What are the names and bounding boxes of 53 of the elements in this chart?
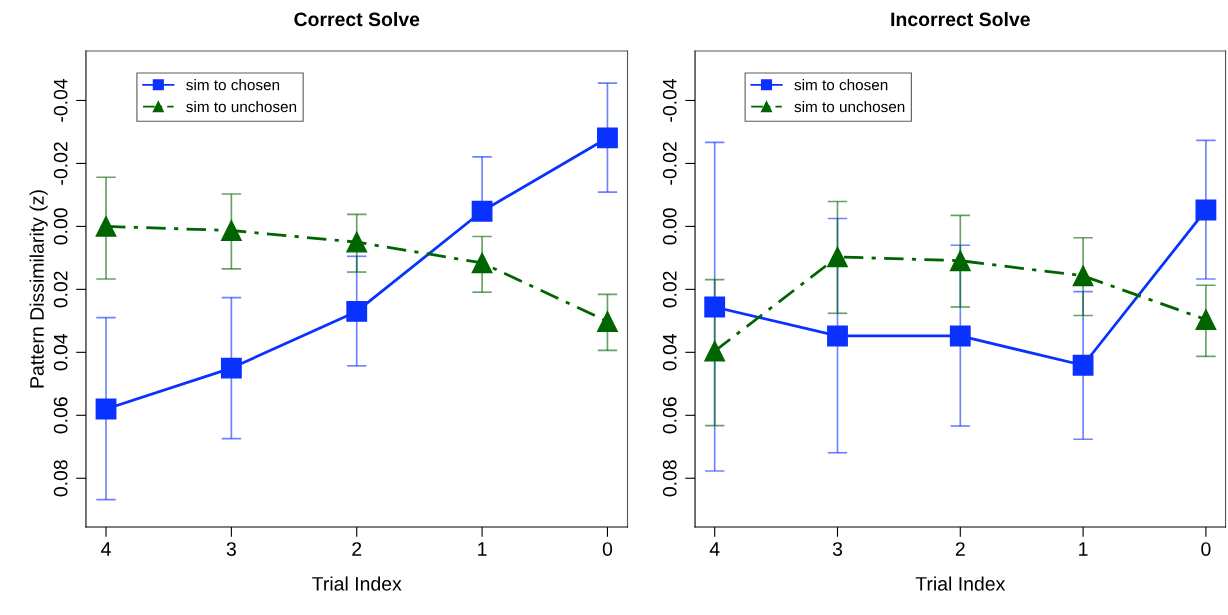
point [827, 246, 848, 268]
x-axis-title: Trial Index [915, 576, 1006, 591]
y-tick-label: 0.00 [662, 208, 677, 245]
y-tick-label: 0.02 [53, 271, 68, 308]
y-tick-label: 0.04 [662, 333, 677, 371]
y-tick-label: 0.04 [53, 333, 68, 371]
y-tick-label: 0.00 [53, 208, 68, 245]
point [220, 220, 242, 241]
legend-label: sim to unchosen [186, 100, 297, 113]
y-tick-label: 0.08 [662, 460, 677, 497]
point [1072, 265, 1094, 287]
point [346, 231, 368, 253]
chart-title: Incorrect Solve [891, 11, 1030, 27]
x-tick-label: 1 [1079, 542, 1088, 556]
point [220, 357, 242, 379]
x-tick-label: 1 [478, 542, 487, 556]
chart-title: Correct Solve [294, 11, 420, 27]
point [1195, 199, 1217, 221]
legend-label: sim to chosen [794, 79, 888, 91]
y-tick-label: -0.02 [53, 142, 68, 185]
x-tick-label: 3 [832, 542, 843, 556]
x-tick-label: 0 [1201, 542, 1211, 556]
point [597, 311, 618, 332]
y-tick-label: -0.04 [662, 78, 677, 122]
point [949, 325, 971, 347]
y-tick-label: -0.02 [662, 142, 677, 185]
x-tick-label: 3 [226, 542, 236, 556]
x-axis-title: Trial Index [312, 576, 402, 591]
point [597, 127, 618, 149]
point [95, 398, 117, 420]
x-tick-label: 4 [709, 542, 720, 556]
y-tick-label: 0.02 [662, 271, 677, 308]
legend-label: sim to chosen [186, 79, 280, 91]
x-tick-label: 2 [352, 542, 362, 556]
x-tick-label: 4 [101, 542, 111, 556]
point [471, 200, 493, 222]
point [1195, 309, 1217, 331]
y-tick-label: 0.06 [53, 397, 68, 434]
legend-label: sim to unchosen [794, 100, 905, 113]
point [95, 215, 117, 237]
point [827, 325, 848, 347]
y-tick-label: 0.08 [53, 460, 68, 497]
point [471, 252, 493, 274]
y-axis-title: Pattern Dissimilarity (z) [29, 190, 48, 388]
point [704, 340, 726, 362]
point [949, 250, 971, 272]
y-tick-label: 0.06 [662, 397, 677, 434]
x-tick-label: 2 [955, 542, 965, 556]
x-tick-label: 0 [602, 542, 613, 556]
point [346, 300, 368, 322]
point [1072, 354, 1094, 376]
point [704, 296, 726, 318]
y-tick-label: -0.04 [53, 78, 68, 122]
